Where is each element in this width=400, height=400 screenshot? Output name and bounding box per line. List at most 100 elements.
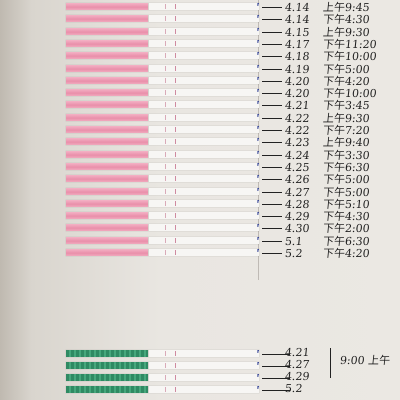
test-line: [165, 4, 166, 9]
test-strip-green: MAX: [66, 386, 259, 393]
leader-line: [262, 130, 282, 131]
test-line: [165, 53, 166, 59]
control-line: [175, 363, 176, 368]
control-line: [175, 28, 176, 34]
test-strip-pink: MAX: [66, 187, 259, 195]
leader-line: [262, 142, 282, 144]
test-strip-pink: MAX: [66, 150, 259, 158]
strip-max-label: MAX: [257, 77, 259, 82]
strip-result-window: MAX: [148, 52, 259, 60]
control-line: [175, 387, 176, 392]
test-line: [165, 351, 166, 356]
strip-max-label: MAX: [257, 188, 259, 193]
strip-absorbent-pad: [66, 175, 148, 183]
test-strip-pink: MAX: [66, 64, 259, 72]
strip-max-label: MAX: [257, 237, 259, 242]
test-line: [165, 176, 166, 182]
green-group-time-note: 9:00 上午: [339, 354, 391, 367]
strip-result-window: MAX: [148, 199, 259, 207]
note-date: 5.2: [284, 247, 304, 260]
strip-result-window: MAX: [148, 76, 259, 84]
strip-result-window: MAX: [148, 39, 259, 47]
test-line: [165, 40, 166, 46]
test-line: [165, 213, 166, 219]
strip-absorbent-pad: [66, 374, 148, 381]
strip-absorbent-pad: [66, 3, 148, 10]
test-line: [165, 77, 166, 83]
control-line: [175, 65, 176, 71]
control-line: [175, 225, 176, 231]
strip-max-label: MAX: [257, 28, 259, 33]
leader-line: [262, 216, 282, 218]
strip-result-window: MAX: [148, 138, 259, 146]
control-line: [175, 237, 176, 243]
strip-absorbent-pad: [66, 224, 148, 232]
test-line: [165, 237, 166, 243]
strip-absorbent-pad: [66, 101, 148, 109]
test-line: [165, 28, 166, 34]
test-strip-pink: MAX: [66, 224, 259, 232]
strip-max-label: MAX: [257, 224, 259, 229]
strip-absorbent-pad: [66, 15, 148, 23]
strip-absorbent-pad: [66, 39, 148, 47]
strip-absorbent-pad: [66, 76, 148, 84]
test-strip-pink: MAX: [66, 52, 259, 60]
test-strip-pink: MAX: [66, 3, 259, 10]
strip-absorbent-pad: [66, 249, 148, 256]
strip-max-label: MAX: [257, 114, 259, 119]
test-strip-pink: MAX: [66, 101, 259, 109]
leader-line: [262, 228, 282, 230]
handwritten-note: 5.2 下午4:20: [284, 245, 370, 261]
leader-line: [262, 154, 282, 156]
strip-max-label: MAX: [257, 163, 259, 168]
leader-line: [262, 378, 290, 379]
strip-absorbent-pad: [66, 27, 148, 35]
control-line: [175, 114, 176, 120]
leader-line: [262, 93, 282, 95]
strip-absorbent-pad: [66, 187, 148, 195]
test-strip-pink: MAX: [66, 15, 259, 23]
control-line: [175, 90, 176, 96]
strip-max-label: MAX: [257, 151, 259, 156]
test-line: [165, 127, 166, 132]
strip-absorbent-pad: [66, 150, 148, 158]
leader-line: [262, 105, 282, 107]
control-line: [175, 139, 176, 145]
strip-result-window: MAX: [148, 386, 259, 393]
test-strip-pink: MAX: [66, 212, 259, 220]
strip-result-window: MAX: [148, 15, 259, 23]
control-line: [175, 127, 176, 132]
test-strip-pink: MAX: [66, 138, 259, 146]
strip-result-window: MAX: [148, 27, 259, 35]
leader-line: [262, 354, 290, 355]
test-strip-green: MAX: [66, 362, 259, 369]
test-strip-pink: MAX: [66, 162, 259, 170]
strip-result-window: MAX: [148, 126, 259, 133]
strip-absorbent-pad: [66, 138, 148, 146]
test-strip-pink: MAX: [66, 39, 259, 47]
test-line: [165, 90, 166, 96]
leader-line: [262, 80, 282, 82]
test-line: [165, 65, 166, 71]
test-line: [165, 102, 166, 108]
leader-line: [262, 203, 282, 205]
test-strip-pink: MAX: [66, 199, 259, 207]
test-line: [165, 151, 166, 157]
strip-absorbent-pad: [66, 199, 148, 207]
strip-max-label: MAX: [257, 101, 259, 106]
control-line: [175, 102, 176, 108]
test-strip-pink: MAX: [66, 89, 259, 97]
strip-max-label: MAX: [257, 40, 259, 45]
control-line: [175, 176, 176, 182]
leader-line: [262, 117, 282, 119]
strip-max-label: MAX: [257, 249, 259, 254]
strip-max-label: MAX: [257, 175, 259, 180]
handwritten-note: 5.2: [284, 382, 323, 395]
test-line: [165, 387, 166, 392]
control-line: [175, 53, 176, 59]
strip-absorbent-pad: [66, 52, 148, 60]
control-line: [175, 213, 176, 219]
test-line: [165, 16, 166, 22]
strip-absorbent-pad: [66, 386, 148, 393]
strip-absorbent-pad: [66, 212, 148, 220]
